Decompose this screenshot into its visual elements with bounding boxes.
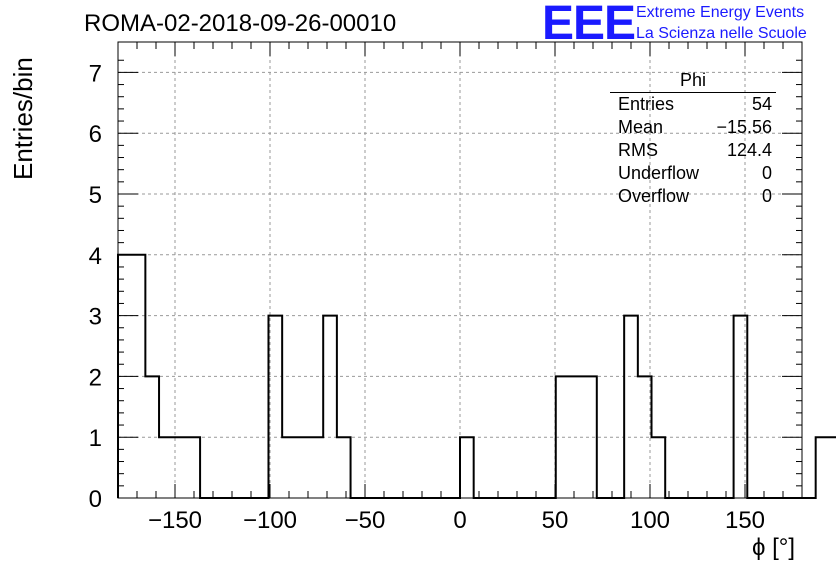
- y-tick-label: 1: [89, 425, 102, 452]
- stats-row-mean: Mean −15.56: [610, 116, 776, 139]
- histogram-bin: [816, 437, 830, 498]
- stats-row-entries: Entries 54: [610, 93, 776, 116]
- stats-value: 124.4: [726, 140, 772, 160]
- histogram-bin: [268, 316, 282, 498]
- x-axis-label: ϕ [°]: [752, 534, 796, 561]
- stats-label: Mean: [618, 117, 664, 137]
- stats-row-overflow: Overflow 0: [610, 185, 776, 208]
- histogram-bin: [310, 437, 324, 498]
- stats-label: Entries: [618, 94, 675, 114]
- stats-title: Phi: [610, 70, 776, 93]
- histogram-bin: [652, 437, 666, 498]
- x-tick-label: −150: [148, 507, 202, 534]
- x-tick-label: 100: [630, 507, 670, 534]
- histogram-bin: [296, 437, 310, 498]
- x-tick-label: 150: [725, 507, 765, 534]
- histogram-bin: [323, 316, 337, 498]
- x-tick-label: −50: [345, 507, 386, 534]
- histogram-bin: [460, 437, 474, 498]
- stats-label: Overflow: [618, 186, 690, 206]
- stats-label: Underflow: [618, 163, 700, 183]
- histogram-bin: [186, 437, 200, 498]
- x-tick-label: 50: [542, 507, 569, 534]
- histogram-bin: [159, 437, 173, 498]
- y-tick-label: 5: [89, 182, 102, 209]
- y-tick-label: 3: [89, 304, 102, 331]
- stats-value: 54: [751, 94, 772, 114]
- histogram-bin: [624, 316, 638, 498]
- histogram-bin: [337, 437, 351, 498]
- stats-box: Phi Entries 54 Mean −15.56 RMS 124.4 Und…: [610, 70, 776, 208]
- x-tick-label: 0: [453, 507, 466, 534]
- logo-line-1: Extreme Energy Events: [636, 4, 805, 21]
- y-tick-label: 7: [89, 60, 102, 87]
- y-tick-label: 0: [89, 486, 102, 513]
- y-tick-label: 4: [89, 243, 102, 270]
- logo-line-2: La Scienza nelle Scuole: [636, 25, 807, 42]
- y-tick-label: 2: [89, 364, 102, 391]
- y-tick-label: 6: [89, 121, 102, 148]
- x-tick-label: −100: [243, 507, 297, 534]
- histogram-bin: [638, 376, 652, 498]
- stats-value: −15.56: [716, 117, 772, 137]
- stats-row-underflow: Underflow 0: [610, 162, 776, 185]
- stats-label: RMS: [618, 140, 658, 160]
- eee-logo: EEE: [542, 0, 636, 50]
- histogram-bin: [282, 437, 296, 498]
- stats-value: 0: [761, 163, 772, 183]
- stats-row-rms: RMS 124.4: [610, 139, 776, 162]
- histogram-bin: [829, 437, 836, 498]
- y-axis-label: Entries/bin: [8, 57, 38, 180]
- stats-value: 0: [761, 186, 772, 206]
- chart-title: ROMA-02-2018-09-26-00010: [84, 10, 397, 37]
